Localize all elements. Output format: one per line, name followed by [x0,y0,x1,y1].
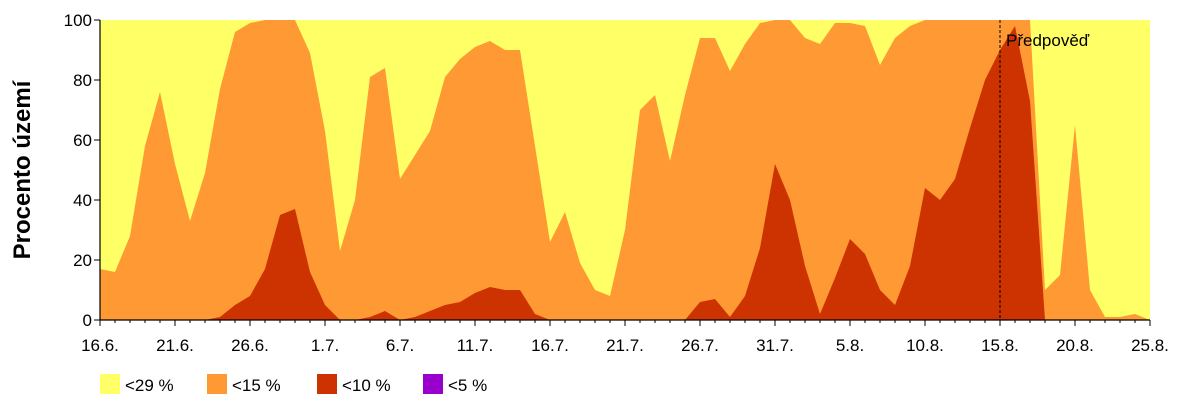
x-tick-label: 26.7. [681,336,719,355]
legend-swatch [100,374,120,394]
y-axis-title: Procento území [9,79,36,259]
x-tick-label: 16.6. [81,336,119,355]
legend-item: <10 % [317,374,391,395]
legend-swatch [423,374,443,394]
legend-item: <5 % [423,374,487,395]
legend: <29 % <15 % <10 % <5 % [100,374,487,395]
legend-swatch [207,374,227,394]
x-tick-label: 6.7. [386,336,414,355]
x-tick-label: 21.6. [156,336,194,355]
legend-label: <15 % [232,376,281,395]
legend-label: <5 % [448,376,487,395]
y-tick-label: 0 [83,311,92,330]
legend-label: <29 % [125,376,174,395]
x-tick-label: 21.7. [606,336,644,355]
axes: 0 20 40 60 80 100 16.6. 21.6. 26.6. 1.7. 6.7. 11.7.… [64,11,1169,355]
x-tick-label: 11.7. [457,336,494,355]
x-tick-label: 31.7. [756,336,794,355]
x-tick-label: 16.7. [531,336,569,355]
plot-areas [100,20,1150,320]
legend-label: <10 % [342,376,391,395]
y-tick-label: 100 [64,11,92,30]
y-tick-label: 20 [73,251,92,270]
x-tick-label: 20.8. [1056,336,1094,355]
y-tick-label: 40 [73,191,92,210]
legend-swatch [317,374,337,394]
x-tick-label: 1.7. [311,336,339,355]
legend-item: <15 % [207,374,281,395]
x-tick-label: 5.8. [836,336,864,355]
x-tick-label: 10.8. [906,336,944,355]
x-tick-label: 15.8. [981,336,1019,355]
forecast-annotation: Předpověď [1006,31,1090,50]
x-tick-label: 26.6. [231,336,269,355]
legend-item: <29 % [100,374,174,395]
y-tick-label: 60 [73,131,92,150]
y-tick-label: 80 [73,71,92,90]
area-series-1 [100,20,1150,320]
x-tick-label: 25.8. [1131,336,1169,355]
